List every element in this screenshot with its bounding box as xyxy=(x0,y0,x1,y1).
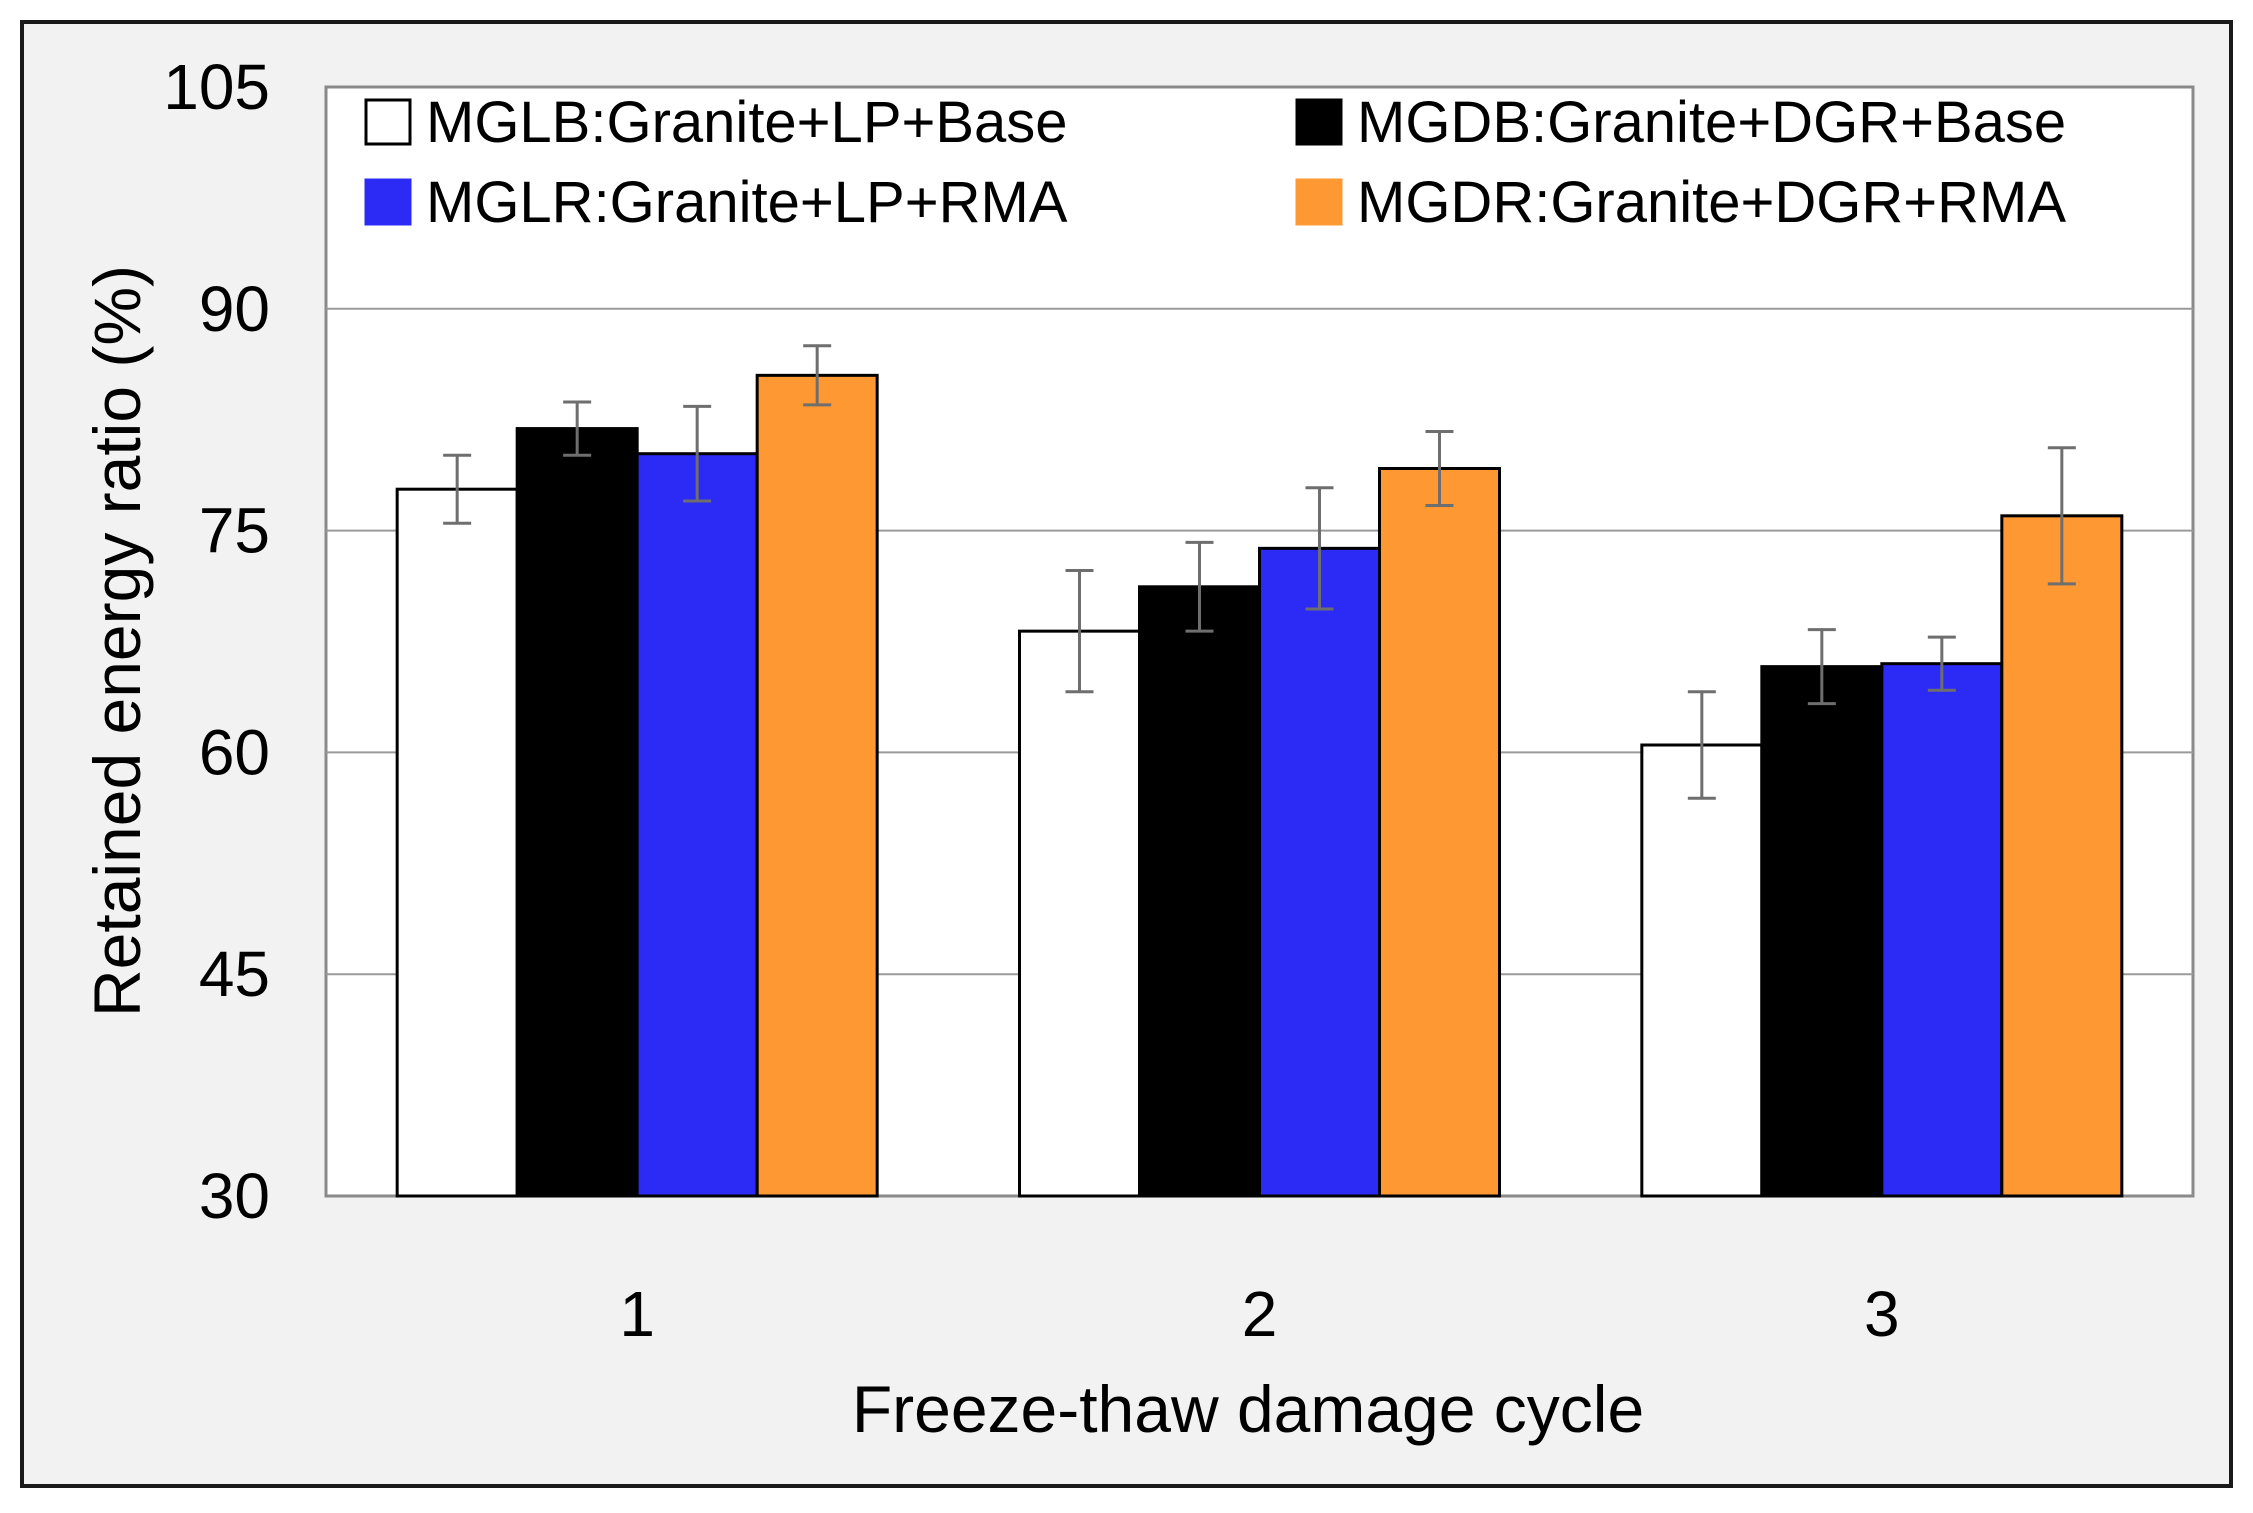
error-bars xyxy=(443,344,2076,800)
bars xyxy=(395,373,2124,1198)
legend-label: MGLB:Granite+LP+Base xyxy=(426,90,1068,155)
legend-label: MGDR:Granite+DGR+RMA xyxy=(1357,170,2066,235)
bar-mgdr-cycle-2 xyxy=(1378,466,1501,1198)
bar-mgdr-cycle-3 xyxy=(2000,514,2124,1198)
y-tick-label: 75 xyxy=(199,495,270,567)
legend-label: MGDB:Granite+DGR+Base xyxy=(1357,90,2066,155)
bar-mgdb-cycle-1 xyxy=(515,427,639,1198)
bar-mgdr-cycle-1 xyxy=(755,373,879,1198)
bar-mglr-cycle-1 xyxy=(635,452,759,1198)
bar-mglb-cycle-3 xyxy=(1640,743,1764,1198)
legend-label: MGLR:Granite+LP+RMA xyxy=(426,170,1068,235)
y-axis-title: Retained energy ratio (%) xyxy=(80,265,154,1017)
bar-mglr-cycle-2 xyxy=(1258,546,1381,1198)
legend-swatch xyxy=(364,178,412,226)
x-tick-label: 2 xyxy=(1242,1278,1278,1350)
legend-swatch xyxy=(1295,98,1343,146)
y-tick-label: 105 xyxy=(163,51,270,123)
bar-mglb-cycle-2 xyxy=(1018,629,1141,1198)
x-axis-title: Freeze-thaw damage cycle xyxy=(852,1372,1644,1446)
bar-mglr-cycle-3 xyxy=(1880,662,2004,1198)
legend: MGLB:Granite+LP+Base MGDB:Granite+DGR+Bas… xyxy=(364,90,2066,235)
y-axis-ticks: 30 45 60 75 90 105 xyxy=(163,51,270,1232)
bar-mgdb-cycle-2 xyxy=(1138,585,1261,1198)
legend-swatch xyxy=(1295,178,1343,226)
x-tick-label: 1 xyxy=(619,1278,655,1350)
bar-mgdb-cycle-3 xyxy=(1760,665,1884,1198)
x-axis-ticks: 1 2 3 xyxy=(619,1278,1899,1350)
bar-mglb-cycle-1 xyxy=(395,487,519,1198)
y-tick-label: 90 xyxy=(199,273,270,345)
y-tick-label: 45 xyxy=(199,938,270,1010)
y-tick-label: 60 xyxy=(199,716,270,788)
y-tick-label: 30 xyxy=(199,1160,270,1232)
legend-swatch xyxy=(364,98,412,146)
x-tick-label: 3 xyxy=(1864,1278,1900,1350)
